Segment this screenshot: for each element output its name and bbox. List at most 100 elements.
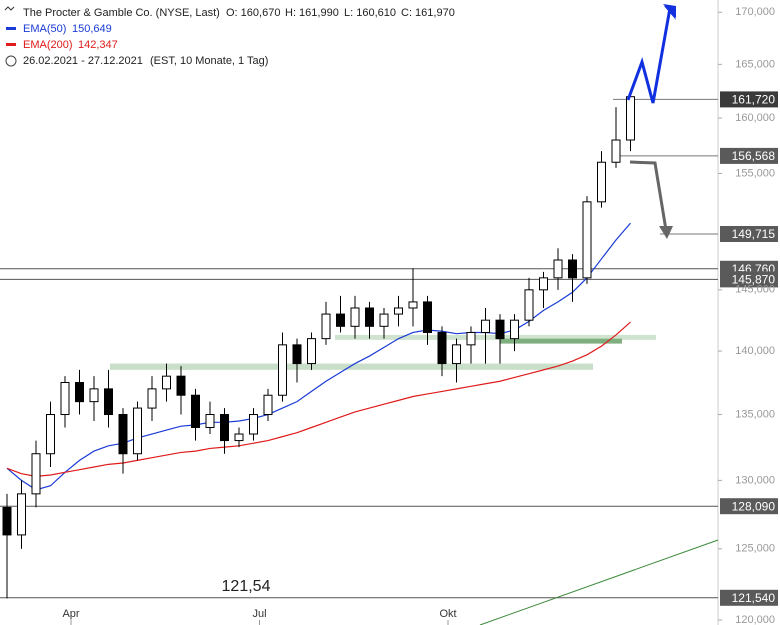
levels: 161,720156,568149,715146,760145,870128,0… <box>0 91 778 606</box>
candle-body <box>162 375 171 390</box>
y-tick-label: 160,000 <box>735 112 775 124</box>
y-tick-label: 140,000 <box>735 345 775 357</box>
candle-body <box>89 388 99 403</box>
candle-body <box>234 433 244 442</box>
candle-body <box>510 319 519 340</box>
period: 26.02.2021 - 27.12.2021 <box>23 55 143 67</box>
candle-body <box>191 394 200 428</box>
arrow-head <box>663 4 676 18</box>
legend-swatch <box>6 43 16 46</box>
level-label: 156,568 <box>732 149 776 163</box>
candle-body <box>582 201 592 279</box>
candle-body <box>205 414 215 428</box>
candle-body <box>176 375 186 396</box>
y-tick-label: 155,000 <box>735 167 775 179</box>
x-tick-label: Apr <box>62 608 79 620</box>
ema-line <box>6 321 631 477</box>
y-tick-label: 165,000 <box>735 58 775 70</box>
candle-body <box>278 344 287 396</box>
level-label: 161,720 <box>732 93 776 107</box>
arrow-head <box>664 6 676 20</box>
level-box <box>720 91 778 108</box>
x-tick-label: Jul <box>252 608 266 620</box>
icon <box>4 6 15 11</box>
candle-body <box>147 388 157 409</box>
candle-body <box>452 344 461 365</box>
candle-body <box>611 139 621 163</box>
ohlc: C: 161,970 <box>401 7 455 19</box>
x-tick-label: Okt <box>439 608 456 620</box>
scenario-arrow <box>629 160 668 231</box>
candle-body <box>292 344 302 365</box>
icon <box>5 55 17 67</box>
candle-body <box>17 493 26 536</box>
candle-body <box>307 338 316 365</box>
y-tick-label: 170,000 <box>735 6 775 18</box>
candle-body <box>365 307 374 327</box>
y-tick-label: 130,000 <box>735 474 775 486</box>
candle-body <box>336 313 345 327</box>
candle-body <box>626 96 635 141</box>
candle-body <box>466 331 476 346</box>
level-box <box>720 147 778 164</box>
legend-label: EMA(50) <box>23 23 66 35</box>
candle-body <box>46 414 55 455</box>
period-note: (EST, 10 Monate, 1 Tag) <box>150 55 268 67</box>
candle-body <box>133 407 142 455</box>
y-tick-label: 120,000 <box>735 614 775 625</box>
zone <box>110 363 593 370</box>
legend: The Procter & Gamble Co. (NYSE, Last) O:… <box>4 6 455 67</box>
ohlc: H: 161,990 <box>285 7 339 19</box>
ema-line <box>6 222 631 491</box>
candle-body <box>379 313 389 327</box>
title: The Procter & Gamble Co. (NYSE, Last) <box>23 7 220 19</box>
candle-body <box>104 388 113 416</box>
candle-body <box>118 414 128 455</box>
candle-body <box>481 319 490 333</box>
y-tick-label: 135,000 <box>735 408 775 420</box>
trendline <box>479 539 719 625</box>
candle-body <box>2 506 12 536</box>
scenario-arrow <box>626 7 672 104</box>
level-box <box>720 271 778 288</box>
candle-body <box>31 453 41 495</box>
candle-body <box>437 331 447 365</box>
legend-value: 150,649 <box>72 23 112 35</box>
candle-body <box>408 301 418 309</box>
candle-body <box>495 319 505 340</box>
candle-body <box>75 382 84 403</box>
level-label: 128,090 <box>732 499 776 513</box>
level-label: 121,540 <box>732 591 776 605</box>
candle-body <box>539 277 548 291</box>
y-tick-label: 125,000 <box>735 543 775 555</box>
level-box <box>720 225 778 242</box>
legend-label: EMA(200) <box>23 39 73 51</box>
candle-body <box>249 414 258 435</box>
plot <box>2 96 635 599</box>
candle-body <box>321 313 331 340</box>
legend-value: 142,347 <box>78 39 118 51</box>
level-label: 145,870 <box>732 273 776 287</box>
candle-body <box>423 301 432 333</box>
candle-body <box>350 307 360 327</box>
zone <box>500 338 622 344</box>
level-box <box>720 498 778 515</box>
level-box <box>720 589 778 606</box>
arrow-head <box>659 226 673 239</box>
ohlc: L: 160,610 <box>344 7 396 19</box>
candle-body <box>553 259 563 279</box>
candle-body <box>263 394 273 416</box>
candle-body <box>60 382 70 416</box>
candle-body <box>220 414 229 442</box>
candle-body <box>524 289 534 321</box>
annotation: 121,54 <box>222 578 271 595</box>
candle-body <box>597 161 606 203</box>
y-tick-label: 145,000 <box>735 284 775 296</box>
candle-body <box>394 307 403 315</box>
candle-body <box>568 259 577 279</box>
legend-swatch <box>6 27 16 30</box>
ohlc: O: 160,670 <box>226 7 280 19</box>
level-label: 149,715 <box>732 227 776 241</box>
